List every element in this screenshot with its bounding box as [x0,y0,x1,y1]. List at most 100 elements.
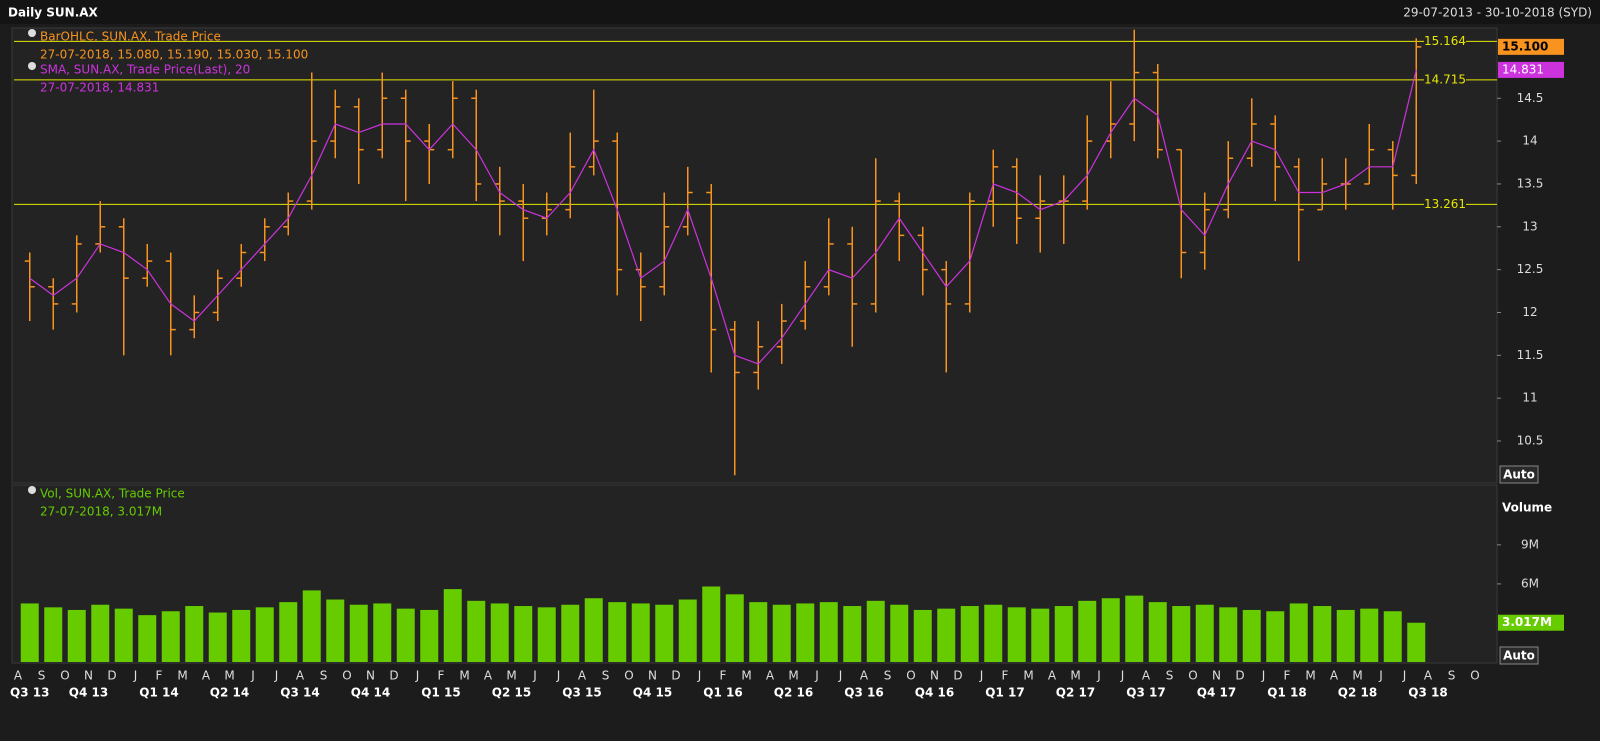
x-tick-label: M [1023,669,1033,683]
volume-bar [678,599,697,662]
volume-bar [1360,608,1379,662]
x-tick-label: A [202,669,211,683]
quarter-label: Q3 18 [1408,686,1447,700]
volume-bar [373,603,392,662]
quarter-label: Q1 17 [985,686,1024,700]
auto-button-label[interactable]: Auto [1503,649,1535,663]
volume-bar [396,608,415,662]
last-volume-box [1498,614,1564,631]
volume-bar [1289,603,1308,662]
volume-bar [1125,595,1144,662]
x-tick-label: O [906,669,915,683]
volume-bar [1266,611,1285,662]
legend-detail: 27-07-2018, 3.017M [40,505,162,519]
x-tick-label: D [671,669,680,683]
x-tick-label: S [38,669,46,683]
horizontal-line-label: 14.715 [1424,72,1466,86]
auto-button[interactable] [1499,646,1539,665]
x-tick-label: M [177,669,187,683]
volume-bar [866,600,885,662]
volume-bar [702,586,721,662]
volume-bar [1031,608,1050,662]
y-tick-label: 14.5 [1517,91,1544,105]
quarter-label: Q3 13 [10,686,49,700]
legend-name: BarOHLC, SUN.AX, Trade Price [40,30,221,44]
x-tick-label: J [133,669,138,683]
x-tick-label: A [1048,669,1057,683]
x-tick-label: F [156,669,163,683]
x-tick-label: A [484,669,493,683]
y-tick-label: 10.5 [1517,434,1544,448]
volume-bar [819,602,838,662]
x-tick-label: A [1330,669,1339,683]
quarter-label: Q3 16 [844,686,883,700]
volume-bar [349,604,368,662]
volume-bar [1407,622,1426,662]
y-tick-label: 11 [1522,391,1537,405]
x-tick-label: O [342,669,351,683]
volume-bar [1078,600,1097,662]
y-tick-label: 13.5 [1517,176,1544,190]
quarter-label: Q4 17 [1197,686,1236,700]
sma-last-box [1498,61,1564,78]
volume-bar [185,606,204,662]
x-tick-label: D [107,669,116,683]
volume-bar [20,603,39,662]
sma-line [29,69,1417,365]
quarter-label: Q2 16 [774,686,813,700]
x-tick-label: S [1166,669,1174,683]
volume-bar [326,599,345,662]
x-tick-label: M [1305,669,1315,683]
auto-button-label[interactable]: Auto [1503,468,1535,482]
legend-detail: 27-07-2018, 14.831 [40,81,159,95]
quarter-label: Q1 18 [1267,686,1306,700]
volume-bar [655,604,674,662]
horizontal-line-label: 13.261 [1424,197,1466,211]
legend-name: SMA, SUN.AX, Trade Price(Last), 20 [40,63,250,77]
volume-axis-title: Volume [1502,501,1552,515]
quarter-label: Q4 16 [915,686,954,700]
x-tick-label: J [532,669,537,683]
x-tick-label: J [415,669,420,683]
volume-bar [913,609,932,662]
volume-bar [1101,598,1120,662]
volume-bar [608,602,627,662]
x-tick-label: S [1448,669,1456,683]
quarter-label: Q4 14 [351,686,390,700]
horizontal-line-label-bg [1424,72,1466,87]
x-tick-label: F [1002,669,1009,683]
volume-bar [232,609,251,662]
y-tick-label: 11.5 [1517,348,1544,362]
x-tick-label: D [389,669,398,683]
quarter-label: Q3 17 [1126,686,1165,700]
volume-bar [1219,607,1238,662]
x-tick-label: F [1284,669,1291,683]
volume-bar [1242,609,1261,662]
quarter-label: Q3 15 [562,686,601,700]
volume-bar [208,612,227,662]
y-tick-label: 12.5 [1517,262,1544,276]
horizontal-line-label: 15.164 [1424,34,1466,48]
quarter-label: Q1 14 [139,686,178,700]
auto-button[interactable] [1499,465,1539,484]
x-tick-label: O [60,669,69,683]
volume-bar [443,589,462,662]
quarter-label: Q2 14 [210,686,249,700]
x-tick-label: J [1402,669,1407,683]
volume-bar [561,604,580,662]
volume-bar [91,604,110,662]
x-tick-label: F [438,669,445,683]
volume-bar [1054,606,1073,662]
volume-bar [302,590,321,662]
quarter-label: Q2 17 [1056,686,1095,700]
x-tick-label: J [1120,669,1125,683]
x-tick-label: A [14,669,23,683]
volume-bar [255,607,274,662]
horizontal-line-label-bg [1424,197,1466,212]
price-panel [11,27,1498,484]
x-tick-label: J [1261,669,1266,683]
x-tick-label: F [720,669,727,683]
last-volume-label: 3.017M [1502,615,1552,629]
volume-bar [138,615,157,662]
